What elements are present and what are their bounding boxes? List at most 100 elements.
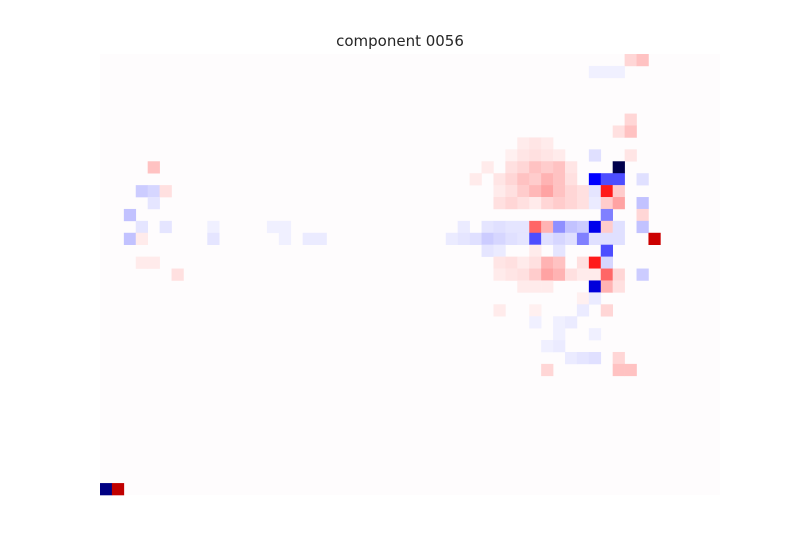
heatmap-cell bbox=[612, 185, 625, 198]
heatmap-cell bbox=[553, 197, 566, 210]
heatmap-cell bbox=[636, 54, 649, 67]
heatmap-cell bbox=[505, 232, 518, 245]
heatmap-cell bbox=[207, 220, 220, 234]
heatmap-cell bbox=[565, 268, 578, 281]
heatmap-cell bbox=[493, 197, 506, 210]
heatmap-cell bbox=[481, 244, 494, 257]
heatmap-cell bbox=[135, 220, 148, 234]
heatmap-cell bbox=[493, 220, 506, 234]
heatmap-cell bbox=[529, 244, 542, 257]
heatmap-cell bbox=[493, 268, 506, 281]
heatmap-cell bbox=[576, 351, 590, 365]
heatmap-cell bbox=[588, 149, 602, 162]
heatmap-cell bbox=[588, 197, 602, 210]
heatmap-cell bbox=[600, 244, 613, 257]
heatmap-cell bbox=[529, 268, 542, 281]
heatmap-cell bbox=[135, 256, 148, 269]
heatmap-cell bbox=[135, 232, 148, 245]
heatmap-cell bbox=[588, 220, 602, 234]
heatmap-cell bbox=[612, 280, 625, 293]
heatmap-cell bbox=[529, 316, 542, 329]
heatmap-cell bbox=[529, 197, 542, 210]
heatmap-cell bbox=[541, 185, 554, 198]
heatmap-cell bbox=[600, 268, 613, 281]
heatmap-cell bbox=[624, 54, 637, 67]
heatmap-cell bbox=[517, 161, 530, 174]
heatmap-cell bbox=[576, 292, 590, 305]
heatmap-cell bbox=[600, 220, 613, 234]
heatmap-cell bbox=[147, 161, 160, 174]
heatmap-cell bbox=[588, 185, 602, 198]
heatmap-cell bbox=[612, 173, 625, 186]
heatmap-cell bbox=[636, 220, 649, 234]
heatmap-cell bbox=[576, 268, 590, 281]
heatmap-cell bbox=[517, 197, 530, 210]
heatmap-cell bbox=[529, 220, 542, 234]
heatmap-cell bbox=[600, 280, 613, 293]
heatmap-cell bbox=[135, 185, 148, 198]
heatmap-cell bbox=[541, 149, 554, 162]
heatmap-cell bbox=[553, 161, 566, 174]
heatmap-cell bbox=[541, 256, 554, 269]
heatmap-cell bbox=[541, 363, 554, 377]
heatmap-cell bbox=[576, 197, 590, 210]
heatmap-cell bbox=[457, 232, 470, 245]
heatmap-cell bbox=[600, 304, 613, 317]
heatmap-cell bbox=[505, 185, 518, 198]
heatmap-cell bbox=[636, 197, 649, 210]
heatmap-cell bbox=[266, 220, 280, 234]
heatmap-cell bbox=[278, 220, 292, 234]
heatmap-cell bbox=[565, 220, 578, 234]
heatmap-cell bbox=[517, 232, 530, 245]
heatmap-cell bbox=[505, 268, 518, 281]
heatmap-cell bbox=[529, 137, 542, 150]
heatmap-cell bbox=[505, 220, 518, 234]
heatmap-cell bbox=[541, 280, 554, 293]
heatmap-cell bbox=[123, 232, 137, 245]
heatmap-cell bbox=[588, 65, 602, 79]
heatmap-cell bbox=[541, 137, 554, 150]
heatmap-cell bbox=[457, 220, 470, 234]
heatmap-cell bbox=[123, 208, 137, 222]
heatmap-cell bbox=[207, 232, 220, 245]
heatmap-cell bbox=[588, 328, 602, 341]
heatmap-cell bbox=[553, 149, 566, 162]
heatmap-cell bbox=[529, 149, 542, 162]
heatmap-cell bbox=[517, 173, 530, 186]
heatmap-cell bbox=[600, 208, 613, 222]
heatmap-cell bbox=[541, 173, 554, 186]
heatmap-cell bbox=[302, 232, 315, 245]
heatmap-cell bbox=[159, 220, 172, 234]
heatmap-cell bbox=[517, 280, 530, 293]
heatmap-cell bbox=[493, 256, 506, 269]
heatmap-cell bbox=[481, 161, 494, 174]
heatmap-cell bbox=[565, 316, 578, 329]
heatmap-cell bbox=[445, 232, 458, 245]
heatmap-cell bbox=[541, 197, 554, 210]
heatmap-cell bbox=[553, 220, 566, 234]
heatmap-cell bbox=[517, 185, 530, 198]
heatmap-cell bbox=[159, 185, 172, 198]
heatmap-cell bbox=[636, 173, 649, 186]
heatmap-cell bbox=[529, 304, 542, 317]
heatmap-cell bbox=[565, 173, 578, 186]
heatmap-cell bbox=[612, 65, 625, 79]
heatmap-cell bbox=[553, 232, 566, 245]
chart-title: component 0056 bbox=[336, 32, 464, 50]
heatmap-cell bbox=[553, 173, 566, 186]
heatmap-cell bbox=[529, 232, 542, 245]
heatmap-cell bbox=[600, 173, 613, 186]
heatmap-cell bbox=[469, 173, 482, 186]
heatmap-cell bbox=[505, 149, 518, 162]
heatmap-cell bbox=[588, 232, 602, 245]
heatmap-cell bbox=[553, 185, 566, 198]
heatmap-cell bbox=[624, 149, 637, 162]
heatmap-cell bbox=[517, 256, 530, 269]
heatmap-cell bbox=[624, 363, 637, 377]
heatmap-cell bbox=[541, 268, 554, 281]
heatmap-cell bbox=[493, 185, 506, 198]
heatmap-cell bbox=[588, 268, 602, 281]
heatmap-cell bbox=[529, 173, 542, 186]
heatmap-cell bbox=[493, 173, 506, 186]
